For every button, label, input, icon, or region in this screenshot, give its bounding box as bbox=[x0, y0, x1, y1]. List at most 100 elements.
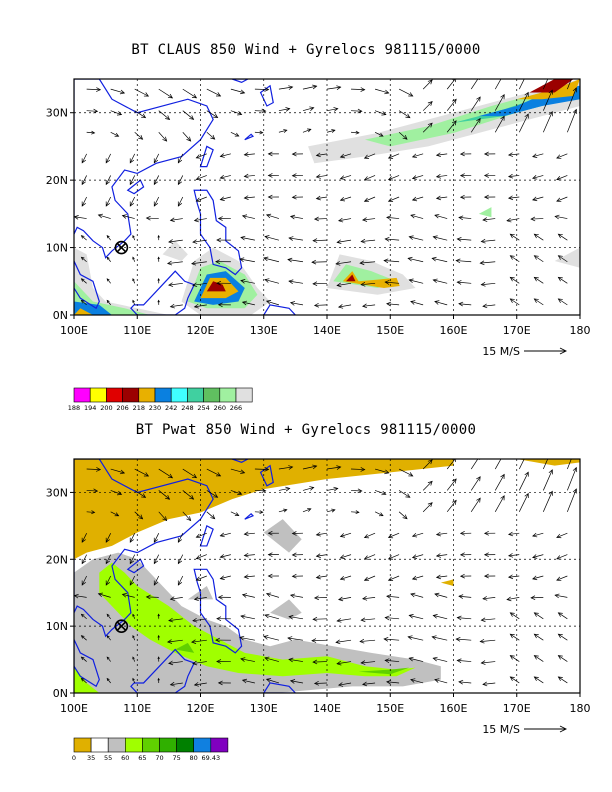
reference-vector: 15 M/S bbox=[482, 723, 568, 736]
wind-vector bbox=[558, 277, 568, 284]
shaded-region bbox=[478, 207, 492, 218]
wind-vector bbox=[337, 661, 352, 665]
wind-vector bbox=[302, 508, 311, 513]
wind-vector-head bbox=[234, 132, 240, 137]
wind-vector-head bbox=[532, 554, 538, 559]
wind-vector-head bbox=[195, 175, 201, 181]
colorbar: 188 194 200 206 218 230 242 248 254 260 266 bbox=[68, 387, 253, 412]
lat-tick-label: 0N bbox=[53, 309, 68, 322]
wind-vector-head bbox=[243, 152, 249, 157]
wind-vector-head bbox=[106, 635, 110, 639]
wind-vector-head bbox=[331, 508, 336, 513]
wind-vector-head bbox=[500, 495, 505, 501]
wind-vector bbox=[340, 554, 352, 559]
wind-vector bbox=[134, 132, 143, 140]
wind-vector-head bbox=[307, 128, 312, 133]
wind-vector bbox=[153, 153, 160, 164]
wind-vector-head bbox=[557, 255, 563, 260]
wind-vector bbox=[106, 614, 111, 620]
wind-vector-head bbox=[195, 576, 201, 581]
wind-vector bbox=[132, 678, 136, 684]
wind-vector bbox=[240, 237, 255, 241]
wind-vector-head bbox=[533, 276, 539, 282]
wind-vector bbox=[313, 618, 328, 620]
wind-vector bbox=[385, 238, 400, 241]
wind-vector bbox=[340, 196, 352, 201]
wind-vector bbox=[153, 175, 160, 185]
colorbar-swatch bbox=[106, 387, 123, 403]
wind-vector bbox=[518, 459, 525, 470]
shaded-region bbox=[358, 667, 410, 675]
wind-vector bbox=[481, 661, 496, 664]
coastline bbox=[74, 459, 214, 638]
wind-vector bbox=[81, 554, 87, 564]
wind-vector-head bbox=[132, 299, 135, 303]
wind-vector-head bbox=[261, 108, 267, 114]
wind-vector-head bbox=[243, 552, 249, 558]
wind-vector bbox=[86, 88, 101, 91]
wind-vector bbox=[106, 678, 111, 684]
wind-vector bbox=[433, 657, 448, 662]
wind-vector bbox=[374, 511, 384, 517]
wind-vector bbox=[170, 218, 183, 221]
wind-vector bbox=[192, 239, 207, 243]
wind-vector-head bbox=[219, 532, 225, 538]
wind-vector bbox=[385, 617, 400, 620]
reference-vector-label: 15 M/S bbox=[482, 723, 520, 736]
wind-vector bbox=[134, 511, 143, 520]
wind-vector bbox=[110, 511, 119, 517]
wind-vector bbox=[558, 255, 568, 263]
wind-vector-head bbox=[427, 459, 433, 465]
colorbar-label: 248 bbox=[181, 404, 193, 412]
wind-vector bbox=[266, 678, 280, 684]
wind-vector-head bbox=[532, 196, 538, 202]
wind-vector-head bbox=[573, 66, 577, 70]
wind-vector bbox=[412, 175, 424, 179]
wind-vector bbox=[506, 218, 520, 222]
colorbar-label: 188 bbox=[68, 404, 80, 412]
wind-vector bbox=[362, 597, 376, 600]
wind-vector bbox=[86, 511, 95, 513]
wind-vector bbox=[313, 239, 328, 242]
wind-vector bbox=[182, 490, 194, 500]
coastline bbox=[199, 524, 214, 547]
wind-vector bbox=[192, 618, 207, 622]
wind-vector bbox=[74, 595, 87, 598]
wind-vector-head bbox=[138, 134, 144, 140]
wind-vector-head bbox=[169, 217, 175, 223]
wind-vector-head bbox=[93, 108, 99, 114]
wind-vector bbox=[433, 615, 448, 620]
wind-vector bbox=[206, 468, 221, 477]
wind-vector bbox=[129, 575, 136, 586]
wind-vector-head bbox=[386, 679, 392, 685]
wind-vector-head bbox=[411, 532, 418, 538]
wind-vector-head bbox=[408, 656, 414, 662]
wind-vector-head bbox=[80, 299, 85, 304]
colorbar-swatch bbox=[170, 387, 188, 403]
wind-vector-head bbox=[533, 255, 539, 260]
wind-vector bbox=[314, 597, 328, 599]
wind-vector-head bbox=[167, 473, 174, 479]
wind-vector-head bbox=[410, 678, 416, 683]
wind-vector bbox=[422, 79, 433, 90]
wind-vector-head bbox=[195, 533, 201, 539]
wind-vector-head bbox=[533, 633, 539, 639]
wind-vector-head bbox=[554, 593, 560, 599]
wind-vector bbox=[433, 236, 448, 241]
wind-vector-head bbox=[379, 132, 384, 137]
wind-vector-head bbox=[114, 132, 120, 137]
wind-vector-head bbox=[291, 194, 297, 200]
wind-vector-head bbox=[216, 659, 222, 664]
wind-vector bbox=[446, 99, 457, 111]
wind-vector-head bbox=[458, 301, 464, 307]
wind-vector bbox=[316, 575, 328, 578]
wind-vector-head bbox=[216, 237, 222, 243]
wind-vector-head bbox=[234, 512, 240, 517]
lon-tick-label: 110E bbox=[123, 324, 151, 337]
wind-vector bbox=[422, 481, 433, 491]
reference-vector: 15 M/S bbox=[482, 345, 568, 358]
colorbar-label: 266 bbox=[230, 404, 242, 412]
wind-vector bbox=[388, 175, 400, 181]
wind-vector-head bbox=[360, 467, 366, 472]
wind-vector-head bbox=[81, 158, 86, 164]
